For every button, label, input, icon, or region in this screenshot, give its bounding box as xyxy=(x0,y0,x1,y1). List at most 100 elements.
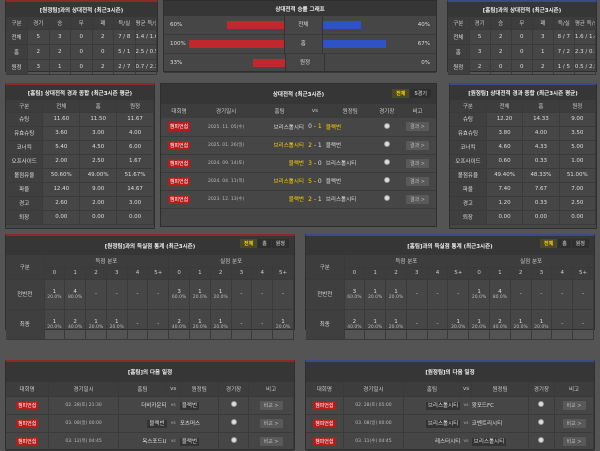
column-header: 경기장 xyxy=(528,382,556,397)
dist-count: - xyxy=(157,321,160,327)
home-team-text: 블랙번 xyxy=(288,197,304,203)
row-label: 원정 xyxy=(6,59,28,75)
tab-5경기[interactable]: 5경기 xyxy=(410,89,431,98)
row-label: 파울 xyxy=(450,182,487,197)
league-badge: 챔피언쉽 xyxy=(6,414,50,433)
column-header: 구분 xyxy=(6,100,44,113)
dist-cell: - xyxy=(406,309,428,340)
dist-percent: 20.0% xyxy=(275,324,291,330)
table-row: 오프사이드 2.00 2.50 1.67 xyxy=(6,154,154,169)
table-row: 퇴장 0.00 0.00 0.00 xyxy=(450,210,597,225)
tab-1[interactable]: 홈 xyxy=(558,239,571,248)
match-date: 02. 28(토) 05:00 xyxy=(343,396,405,415)
cell: 2 / 7 xyxy=(113,59,136,75)
league-badge-text: 챔피언쉽 xyxy=(167,140,191,150)
cell: 3 xyxy=(532,29,554,45)
dist-cell: - xyxy=(427,309,449,340)
cell: 3.00 xyxy=(79,126,118,141)
home-percent: 33% xyxy=(170,60,183,66)
home-percent: 100% xyxy=(170,41,186,47)
match-date: 03. 11(수) 04:45 xyxy=(343,432,405,451)
result-button[interactable]: 결과 > xyxy=(406,176,429,186)
goal-count-header: 1 xyxy=(64,267,87,280)
tab-1[interactable]: 홈 xyxy=(258,239,271,248)
goal-count-header: 1 xyxy=(364,267,387,280)
dist-percent: 20.0% xyxy=(47,294,62,300)
match-date: 2024. 04. 11(목) xyxy=(196,172,256,191)
compare-button[interactable]: 비교 > xyxy=(562,418,586,428)
compare-button[interactable]: 비교 > xyxy=(259,418,283,428)
column-header: 홈 xyxy=(522,100,560,113)
dist-count: - xyxy=(261,291,264,297)
league-badge: 챔피언쉽 xyxy=(161,118,197,137)
league-badge-text: 챔피언쉽 xyxy=(167,176,191,186)
column-header: vs xyxy=(303,104,326,118)
cell: 3.60 xyxy=(42,126,81,141)
cell: 0 xyxy=(70,59,93,75)
dist-cell: 1 20.0% xyxy=(189,309,211,340)
score: 2 - 1 xyxy=(303,190,326,209)
venue xyxy=(218,396,250,415)
result-button[interactable]: 결과 > xyxy=(406,122,429,132)
result-button[interactable]: 결과 > xyxy=(406,194,429,204)
goal-count-header: 2 xyxy=(85,267,107,280)
league-badge: 챔피언쉽 xyxy=(306,396,344,415)
tab-0[interactable]: 전체 xyxy=(539,239,558,248)
group-header-row: 구분 득점 분포 실점 분포 xyxy=(306,255,594,280)
dist-count: - xyxy=(561,321,564,327)
tab-2[interactable]: 원정 xyxy=(571,239,589,248)
match-row: 챔피언쉽 2024. 04. 11(목) 브리스톨시티 5 - 0 블랙번 결과 > xyxy=(161,172,436,191)
league-badge-text: 챔피언쉽 xyxy=(167,194,191,204)
match-date-text: 03. 08(일) 00:00 xyxy=(65,421,102,426)
away-percent: 67% xyxy=(417,41,430,47)
compare-button[interactable]: 비교 > xyxy=(562,436,586,446)
compare-button[interactable]: 비교 > xyxy=(562,400,586,410)
result-button[interactable]: 결과 > xyxy=(406,158,429,168)
dist-count: - xyxy=(582,291,585,297)
dist-count: 2 xyxy=(177,318,181,325)
away-team-text: 브리스톨시티 xyxy=(325,161,357,167)
cell: 4.50 xyxy=(79,140,118,155)
result-button[interactable]: 결과 > xyxy=(406,140,429,150)
away-team-text: 브리스톨시티 xyxy=(471,438,507,446)
dist-cell: 1 20.0% xyxy=(272,309,294,340)
goal-count-header: 3 xyxy=(231,267,253,280)
dist-cell: - xyxy=(251,279,274,310)
table-row: 원정 2 0 0 2 1 / 5 0.5 / 2.5 xyxy=(448,59,597,75)
match-date-text: 03. 08(일) 00:00 xyxy=(355,421,392,426)
away-percent: 40% xyxy=(417,22,430,28)
goal-count-header: 5+ xyxy=(572,267,594,280)
goal-count-header: 2 xyxy=(385,267,407,280)
column-header: 비고 xyxy=(248,382,294,397)
cell: 8 / 7 xyxy=(553,29,575,45)
compare-button[interactable]: 비교 > xyxy=(259,436,283,446)
cell: 5 xyxy=(27,29,50,45)
tab-group: 전체 홈 원정 xyxy=(539,239,589,248)
match-row: 챔피언쉽 2025. 01. 26(일) 브리스톨시티 2 - 1 블랙번 결과 > xyxy=(161,136,436,155)
panel-title: [원정팀]의 다음 일정 xyxy=(306,362,594,382)
cell: 1.6 / 1.4 xyxy=(574,29,597,45)
goal-count-header: 0 xyxy=(468,267,490,280)
vs-label-text: vs xyxy=(463,402,469,408)
goal-count-row: 0 1 2 3 4 5+ 0 1 2 3 4 5+ xyxy=(6,267,294,280)
tab-2[interactable]: 원정 xyxy=(271,239,289,248)
compare-button[interactable]: 비교 > xyxy=(259,400,283,410)
cell: 0.00 xyxy=(42,210,81,225)
dist-cell: - xyxy=(127,309,149,340)
tab-0[interactable]: 전체 xyxy=(239,239,258,248)
away-score: 0 xyxy=(317,177,322,185)
home-team: 브리스톨시티 xyxy=(403,414,461,433)
league-badge: 챔피언쉽 xyxy=(6,432,50,451)
tab-전체[interactable]: 전체 xyxy=(392,89,410,98)
away-team: 블랙번 xyxy=(325,172,375,191)
away-team-text: 블랙번 xyxy=(325,124,342,131)
home-score: 3 xyxy=(308,159,312,167)
row-label: 전반전 xyxy=(6,279,45,310)
dist-cell: - xyxy=(551,309,574,340)
away-team-text: 코벤트리시티 xyxy=(471,421,503,427)
away-percent: 0% xyxy=(421,60,430,66)
home-team: 블랙번 xyxy=(118,414,167,433)
table-row: 오프사이드 0.60 0.33 1.00 xyxy=(450,154,597,169)
